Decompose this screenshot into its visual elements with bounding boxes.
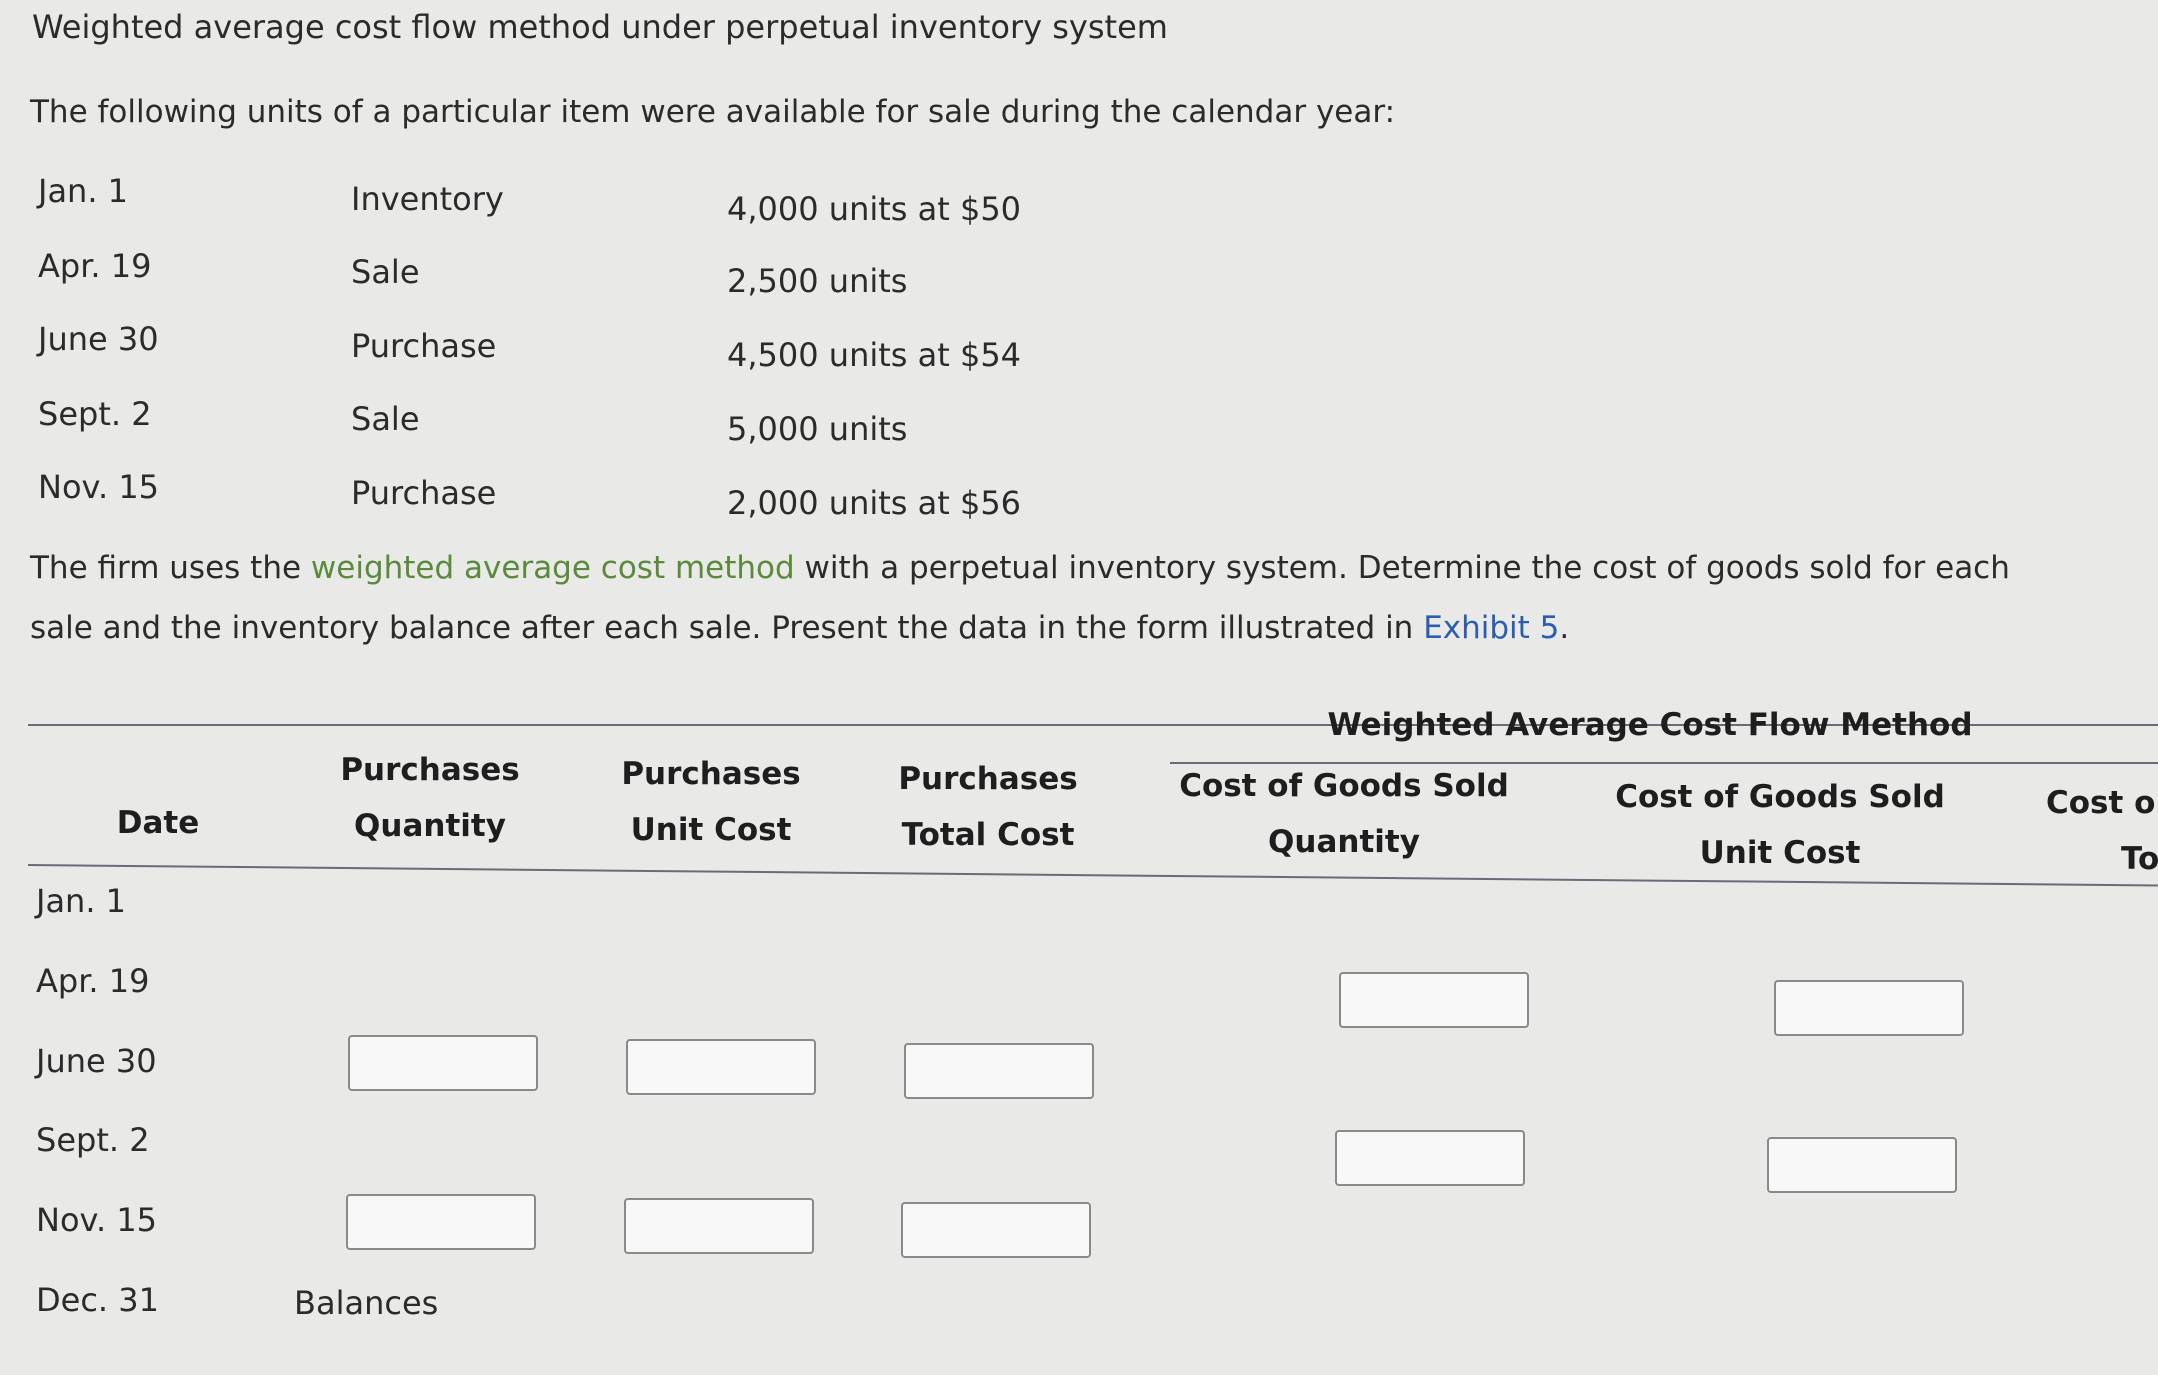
transaction-type: Purchase <box>351 327 497 365</box>
header-line: Purchases <box>340 752 520 788</box>
header-line: Cost of Goods Sold <box>1615 779 1945 815</box>
transaction-detail: 4,500 units at $54 <box>727 336 1022 374</box>
transaction-type: Sale <box>351 253 420 291</box>
nov15-purchases-quantity-input[interactable] <box>346 1194 536 1250</box>
header-purchases-unit-cost: Purchases Unit Cost <box>581 746 841 858</box>
row-date: June 30 <box>36 1042 157 1080</box>
transaction-date: Sept. 2 <box>38 395 152 433</box>
header-line: Total Cost <box>901 817 1075 853</box>
header-line: To <box>2121 841 2158 877</box>
balances-label: Balances <box>294 1284 439 1322</box>
instructions-text: . <box>1559 610 1570 646</box>
transaction-detail: 4,000 units at $50 <box>727 190 1022 228</box>
transaction-detail: 2,500 units <box>727 262 908 300</box>
header-date: Date <box>116 805 200 841</box>
table-top-divider <box>28 724 2158 726</box>
transaction-date: Nov. 15 <box>38 468 160 506</box>
nov15-purchases-unit-cost-input[interactable] <box>624 1198 814 1254</box>
table-title: Weighted Average Cost Flow Method <box>1327 707 1973 743</box>
instructions-line-1: The firm uses the weighted average cost … <box>30 550 2010 586</box>
header-line: Cost o <box>2046 785 2156 821</box>
transaction-type: Inventory <box>351 180 504 218</box>
sep2-cogs-unit-cost-input[interactable] <box>1767 1137 1957 1193</box>
transaction-detail: 2,000 units at $56 <box>727 484 1022 522</box>
header-line: Unit Cost <box>630 812 792 848</box>
apr19-cogs-unit-cost-input[interactable] <box>1774 980 1964 1036</box>
intro-text: The following units of a particular item… <box>30 94 1396 130</box>
header-divider <box>1170 762 2158 764</box>
header-line: Purchases <box>898 761 1078 797</box>
page-title: Weighted average cost flow method under … <box>32 8 1168 46</box>
header-line: Quantity <box>354 808 506 844</box>
header-line: Cost of Goods Sold <box>1179 768 1509 804</box>
header-cogs-unit-cost: Cost of Goods Sold Unit Cost <box>1595 769 1965 881</box>
jun30-purchases-quantity-input[interactable] <box>348 1035 538 1091</box>
apr19-cogs-quantity-input[interactable] <box>1339 972 1529 1028</box>
row-date: Apr. 19 <box>36 962 150 1000</box>
transaction-type: Sale <box>351 400 420 438</box>
row-date: Dec. 31 <box>36 1281 159 1319</box>
header-cogs-total-cost: Cost o To <box>2046 775 2158 887</box>
instructions-text: with a perpetual inventory system. Deter… <box>794 550 2010 586</box>
header-cogs-quantity: Cost of Goods Sold Quantity <box>1159 758 1529 870</box>
header-line: Purchases <box>621 756 801 792</box>
transaction-date: June 30 <box>38 320 159 358</box>
row-date: Sept. 2 <box>36 1121 150 1159</box>
instructions-text: sale and the inventory balance after eac… <box>30 610 1424 646</box>
instructions-line-2: sale and the inventory balance after eac… <box>30 610 1569 646</box>
header-purchases-quantity: Purchases Quantity <box>300 742 560 854</box>
header-line: Quantity <box>1268 824 1420 860</box>
header-line: Unit Cost <box>1699 835 1861 871</box>
instructions-text: The firm uses the <box>30 550 311 586</box>
exhibit-5-link[interactable]: Exhibit 5 <box>1423 610 1560 646</box>
header-purchases-total-cost: Purchases Total Cost <box>858 751 1118 863</box>
weighted-average-link[interactable]: weighted average cost method <box>310 550 795 586</box>
transaction-date: Jan. 1 <box>38 172 129 210</box>
jun30-purchases-unit-cost-input[interactable] <box>626 1039 816 1095</box>
transaction-type: Purchase <box>351 474 497 512</box>
row-date: Jan. 1 <box>36 882 127 920</box>
transaction-date: Apr. 19 <box>38 247 152 285</box>
jun30-purchases-total-cost-input[interactable] <box>904 1043 1094 1099</box>
sep2-cogs-quantity-input[interactable] <box>1335 1130 1525 1186</box>
nov15-purchases-total-cost-input[interactable] <box>901 1202 1091 1258</box>
transaction-detail: 5,000 units <box>727 410 908 448</box>
row-date: Nov. 15 <box>36 1201 158 1239</box>
